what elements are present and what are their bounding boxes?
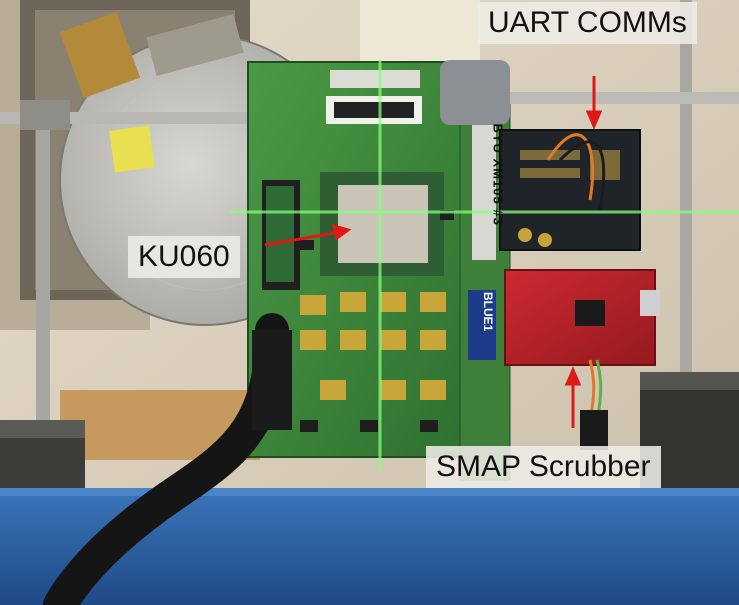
top-sticker: [330, 70, 420, 88]
arrow-smap-head: [564, 366, 582, 386]
uart-wire-black: [558, 140, 606, 211]
uart-wire-orange: [546, 133, 595, 201]
board-clamp: [440, 60, 510, 125]
table-edge: [0, 488, 739, 496]
smap-connector-housing: [580, 410, 608, 450]
sma-connector-1: [518, 228, 532, 242]
clamp-bracket: [146, 14, 244, 76]
arrow-ku060: [264, 230, 341, 247]
dimm-pcb: [266, 186, 294, 282]
black-stand-top-right: [640, 372, 739, 390]
stand-rod-right: [440, 92, 739, 104]
wall-highlight: [360, 0, 480, 70]
ku060-label: KU060: [128, 236, 240, 278]
stand-pole-right: [680, 0, 692, 380]
arrow-ku060-head: [331, 223, 352, 241]
stand-pole-left: [36, 100, 50, 430]
stand-clamp: [20, 100, 70, 130]
smap-processor: [575, 300, 605, 326]
black-stand-top-left: [0, 420, 85, 438]
blue-label-sticker: [468, 290, 496, 360]
laser-crosshair: [230, 60, 739, 470]
blue-board-label: BLUE1: [481, 292, 495, 332]
byu-label-sticker: [472, 110, 496, 260]
brass-fitting: [59, 11, 141, 99]
small-ics: [300, 210, 454, 432]
cable-connector: [252, 330, 292, 430]
fpga-lid: [338, 185, 428, 263]
uart-comms-label: UART COMMs: [478, 2, 697, 44]
byu-board-label: BYU XM105 #3: [490, 123, 506, 226]
sma-connector-2: [538, 233, 552, 247]
arrow-uart-head: [585, 110, 603, 130]
smap-scrubber-label: SMAP Scrubber: [426, 446, 661, 488]
yellow-tag: [109, 125, 155, 173]
memory-chip-black: [334, 102, 414, 118]
annotation-arrows: [264, 76, 603, 428]
gold-components: [300, 292, 446, 400]
smap-usb-port: [640, 290, 660, 316]
